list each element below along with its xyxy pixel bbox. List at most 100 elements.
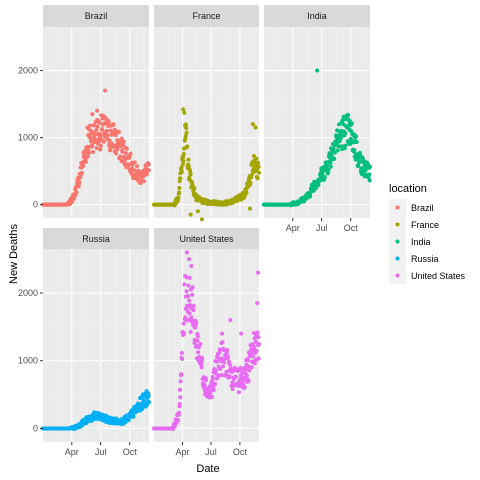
data-point	[115, 147, 120, 152]
data-point	[113, 133, 118, 138]
legend-label: United States	[411, 271, 466, 281]
data-point	[332, 150, 337, 155]
data-point	[243, 367, 248, 372]
data-point	[218, 367, 223, 372]
data-point	[177, 410, 182, 415]
panel-russia: Russia 0 1000 2000 Apr Jul Oct	[18, 228, 151, 457]
data-point	[186, 157, 191, 162]
data-point	[240, 371, 245, 376]
legend-label: Russia	[411, 254, 439, 264]
legend-label: Brazil	[411, 203, 434, 213]
data-point	[85, 154, 90, 159]
data-point	[146, 162, 151, 167]
data-point	[256, 165, 261, 170]
facet-label: France	[192, 11, 220, 21]
data-point	[187, 311, 192, 316]
legend: location Brazil France India Russia United S…	[389, 183, 466, 284]
series-points-russia	[41, 389, 151, 432]
data-point	[200, 356, 205, 361]
data-point	[187, 175, 192, 180]
data-point	[196, 345, 201, 350]
data-point	[239, 331, 244, 336]
data-point	[324, 163, 329, 168]
data-point	[332, 156, 337, 161]
data-point	[88, 123, 93, 128]
data-point	[311, 188, 316, 193]
data-point	[100, 127, 105, 132]
data-point	[251, 354, 256, 359]
data-point	[114, 151, 119, 156]
data-point	[177, 190, 182, 195]
series-points-united-states	[152, 250, 261, 431]
legend-label: India	[411, 237, 431, 247]
data-point	[74, 190, 79, 195]
data-point	[367, 178, 372, 183]
data-point	[308, 193, 313, 198]
data-point	[222, 360, 227, 365]
data-point	[183, 134, 188, 138]
legend-item-russia: Russia	[389, 250, 439, 267]
data-point	[118, 154, 123, 159]
data-point	[219, 373, 224, 378]
y-tick-label: 1000	[18, 356, 38, 366]
data-point	[137, 173, 142, 178]
data-point	[128, 151, 133, 156]
data-point	[210, 378, 215, 383]
data-point	[188, 302, 193, 307]
data-point	[213, 382, 218, 387]
data-point	[180, 162, 185, 167]
data-point	[363, 166, 368, 171]
data-point	[124, 146, 129, 151]
legend-item-brazil: Brazil	[389, 199, 434, 216]
data-point	[179, 350, 184, 355]
data-point	[187, 257, 192, 262]
data-point	[132, 160, 137, 165]
data-point	[141, 398, 146, 403]
facet-label: United States	[179, 234, 234, 244]
data-point	[140, 406, 145, 411]
data-point	[199, 362, 204, 367]
data-point	[178, 395, 183, 400]
x-tick-label: Apr	[176, 447, 190, 457]
data-point	[176, 418, 181, 423]
data-point	[209, 395, 214, 400]
data-point	[328, 164, 333, 169]
data-point	[253, 339, 258, 344]
data-point	[95, 410, 100, 415]
data-point	[214, 368, 219, 373]
data-point	[368, 164, 372, 169]
data-point	[343, 143, 347, 148]
data-point	[91, 123, 96, 128]
facet-strip	[264, 5, 370, 27]
data-point	[367, 172, 372, 177]
data-point	[181, 321, 186, 326]
facet-label: Brazil	[85, 11, 108, 21]
data-point	[322, 175, 327, 180]
data-point	[220, 331, 225, 336]
data-point	[247, 368, 252, 373]
data-point	[94, 146, 99, 151]
facet-strip	[43, 5, 149, 27]
data-point	[225, 355, 230, 360]
data-point	[178, 176, 183, 181]
data-point	[182, 110, 187, 115]
legend-item-india: India	[389, 233, 431, 250]
data-point	[224, 369, 229, 374]
data-point	[104, 128, 109, 133]
data-point	[132, 168, 137, 173]
data-point	[255, 330, 260, 335]
data-point	[352, 148, 357, 153]
data-point	[315, 68, 320, 73]
data-point	[188, 212, 193, 217]
data-point	[199, 365, 204, 370]
data-point	[107, 138, 112, 143]
data-point	[192, 340, 197, 345]
data-point	[198, 342, 203, 347]
data-point	[90, 150, 95, 155]
data-point	[185, 144, 190, 149]
data-point	[177, 402, 182, 407]
x-tick-label: Apr	[286, 223, 300, 233]
data-point	[179, 169, 184, 174]
data-point	[228, 318, 233, 323]
